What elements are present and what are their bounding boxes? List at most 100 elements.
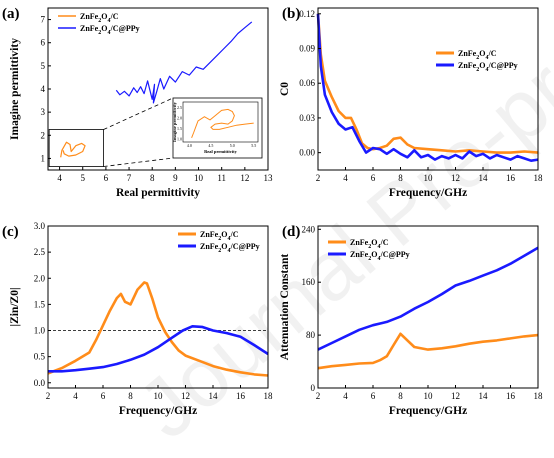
x-tick-label: 10: [424, 173, 434, 183]
y-tick-label: 0.0: [34, 378, 46, 388]
y-tick-label: 0.03: [299, 113, 315, 123]
inset-y-tick-label: 2.0: [177, 115, 182, 120]
x-tick-label: 6: [371, 173, 376, 183]
y-tick-label: 3.0: [34, 221, 46, 231]
y-tick-label: 2.5: [34, 247, 46, 257]
inset-box: [172, 97, 263, 159]
inset-x-tick-label: 5.5: [251, 143, 256, 148]
series-line-1: [317, 332, 539, 370]
x-tick-label: 16: [236, 391, 246, 401]
y-tick-label: 0: [311, 383, 316, 393]
zoom-connector: [103, 97, 174, 130]
series-line-1: [60, 141, 86, 158]
x-axis-label: Frequency/GHz: [119, 405, 197, 417]
legend-label-1: ZnFe2O4/C: [458, 49, 497, 61]
panel-label: (a): [2, 6, 20, 22]
x-tick-label: 14: [479, 391, 489, 401]
inset-series-line: [191, 108, 254, 138]
x-tick-label: 5: [80, 173, 85, 183]
x-tick-label: 10: [424, 391, 434, 401]
x-tick-label: 4: [57, 173, 62, 183]
x-tick-label: 16: [506, 173, 516, 183]
inset-frame: [182, 101, 259, 143]
y-tick-label: 160: [302, 277, 316, 287]
y-tick-label: 5: [41, 61, 46, 71]
y-tick-label: 1: [41, 153, 46, 163]
x-tick-label: 4: [73, 391, 78, 401]
y-axis-label: C0: [279, 82, 291, 96]
series-line-2: [115, 21, 253, 104]
inset-x-tick-label: 4.0: [187, 143, 192, 148]
inset-x-tick-label: 4.5: [208, 143, 213, 148]
y-tick-label: 0.06: [299, 78, 315, 88]
chart-panel-4: 2 4 6 8 10 12 14 16 18 0 80 160 240 Frequency/GHz Atte…: [279, 224, 543, 417]
x-tick-label: 18: [264, 391, 274, 401]
chart-panel-3: 2 4 6 8 10 12 14 16 18 0.0 0.5 1.0 1.5 2.0 2.5 3.0 Frequ…: [2, 221, 273, 417]
x-tick-label: 12: [451, 173, 460, 183]
x-tick-label: 2: [316, 173, 321, 183]
y-tick-label: 6: [41, 38, 46, 48]
y-tick-label: 2: [41, 130, 46, 140]
legend-label-2: ZnFe2O4/C@PPy: [458, 61, 518, 73]
zoom-connector: [103, 157, 174, 167]
y-tick-label: 2.0: [34, 273, 46, 283]
x-tick-label: 8: [128, 391, 133, 401]
inset-y-tick-label: 1.0: [177, 136, 182, 141]
x-tick-label: 10: [154, 391, 164, 401]
y-axis-label: Attenuation Constant: [279, 254, 291, 361]
x-tick-label: 11: [217, 173, 226, 183]
inset-y-tick-label: 2.5: [177, 105, 182, 110]
x-tick-label: 4: [343, 173, 348, 183]
y-tick-label: 0.12: [299, 9, 315, 19]
series-line-2: [48, 324, 269, 373]
plot-frame: [317, 7, 539, 171]
y-tick-label: 80: [306, 330, 316, 340]
y-tick-label: 0.09: [299, 44, 315, 54]
x-tick-label: 8: [398, 391, 403, 401]
x-tick-label: 18: [534, 391, 544, 401]
zoom-box: [48, 129, 104, 167]
x-tick-label: 14: [209, 391, 219, 401]
x-tick-label: 12: [240, 173, 249, 183]
x-tick-label: 13: [264, 173, 274, 183]
y-tick-label: 4: [41, 84, 46, 94]
y-tick-label: 240: [302, 224, 316, 234]
x-tick-label: 6: [101, 391, 106, 401]
legend-label-1: ZnFe2O4/C: [200, 230, 239, 242]
legend-label-1: ZnFe2O4/C: [350, 238, 389, 250]
x-tick-label: 8: [398, 173, 403, 183]
x-tick-label: 2: [46, 391, 51, 401]
y-tick-label: 7: [41, 15, 46, 25]
inset: 4.0 4.5 5.0 5.5 1.0 1.5 2.0 2.5 Real permittivit…: [172, 97, 263, 159]
x-tick-label: 6: [371, 391, 376, 401]
x-tick-label: 4: [343, 391, 348, 401]
legend-label-1: ZnFe2O4/C: [80, 12, 119, 24]
x-tick-label: 9: [173, 173, 178, 183]
legend-label-2: ZnFe2O4/C@PPy: [200, 242, 260, 254]
legend-label-2: ZnFe2O4/C@PPy: [80, 24, 140, 36]
y-tick-label: 1.0: [34, 326, 46, 336]
legend-label-2: ZnFe2O4/C@PPy: [350, 250, 410, 262]
y-tick-label: 1.5: [34, 299, 46, 309]
panel-label: (b): [282, 6, 300, 22]
x-axis-label: Frequency/GHz: [389, 187, 467, 199]
y-tick-label: 0.5: [34, 352, 46, 362]
inset-x-axis-label: Real permittivity: [204, 149, 238, 154]
panel-label: (c): [2, 224, 19, 240]
y-axis-label: |Zin/Z0|: [9, 288, 21, 327]
x-axis-label: Frequency/GHz: [389, 405, 467, 417]
inset-y-axis-label: Imagine permittivity: [172, 101, 177, 142]
x-tick-label: 10: [194, 173, 204, 183]
y-tick-label: 3: [41, 107, 46, 117]
x-tick-label: 12: [451, 391, 460, 401]
y-tick-label: 0.00: [299, 148, 315, 158]
x-axis-label: Real permittivity: [116, 187, 200, 199]
x-tick-label: 6: [104, 173, 109, 183]
inset-x-tick-label: 5.0: [230, 143, 235, 148]
series-line-1: [316, 13, 539, 154]
y-axis-label: Imagine permittivity: [9, 38, 21, 140]
series-line-2: [317, 246, 539, 351]
chart-panel-2: 2 4 6 8 10 12 14 16 18 0.00 0.03 0.06 0.09 0.12 Freque…: [279, 6, 543, 199]
